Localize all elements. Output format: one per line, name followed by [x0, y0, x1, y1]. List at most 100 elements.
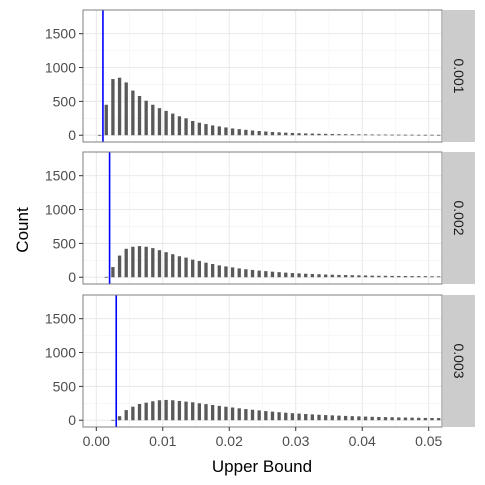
histogram-bar [290, 413, 295, 421]
facet-strip-label: 0.002 [451, 200, 467, 235]
histogram-bar [117, 416, 122, 421]
histogram-bar [244, 129, 248, 136]
histogram-bar [410, 417, 414, 421]
histogram-bar [297, 413, 301, 421]
histogram-bar [250, 269, 255, 278]
y-tick-label: 1500 [45, 168, 76, 184]
histogram-bar [323, 415, 328, 421]
histogram-bar [430, 417, 434, 421]
histogram-bar [131, 406, 135, 421]
histogram-bar [177, 116, 182, 136]
panel-border [82, 294, 443, 428]
histogram-bar [417, 276, 421, 278]
histogram-bar [403, 276, 408, 278]
y-tick-label: 500 [53, 93, 77, 109]
histogram-bar [111, 419, 115, 421]
histogram-bar [264, 411, 268, 421]
histogram-bar [310, 414, 315, 421]
y-tick-label: 1500 [45, 311, 76, 327]
histogram-bar [184, 257, 188, 278]
histogram-bar [317, 274, 321, 278]
histogram-bar [151, 248, 155, 278]
histogram-bar [204, 262, 208, 278]
y-tick-label: 1000 [45, 202, 76, 218]
histogram-bar [144, 100, 148, 136]
histogram-bar [330, 274, 334, 278]
histogram-bar [330, 134, 334, 136]
histogram-bar [191, 121, 195, 136]
histogram-bar [357, 134, 361, 136]
histogram-bar [237, 268, 241, 278]
histogram-bar [217, 126, 221, 136]
histogram-bar [437, 276, 441, 278]
histogram-bar [337, 274, 341, 278]
histogram-bar [370, 275, 374, 278]
histogram-bar [191, 259, 195, 278]
histogram-bar [257, 131, 261, 136]
histogram-bar [124, 82, 128, 136]
histogram-bar [277, 132, 281, 136]
histogram-bar [290, 273, 295, 278]
histogram-bar [390, 275, 394, 278]
histogram-bar [210, 264, 215, 278]
x-axis-title: Upper Bound [212, 457, 312, 476]
histogram-bar [410, 134, 414, 136]
histogram-bar [244, 409, 248, 421]
histogram-bar [363, 416, 368, 421]
histogram-bar [230, 128, 235, 136]
histogram-bar [284, 132, 288, 136]
histogram-bar [423, 134, 428, 136]
histogram-bar [377, 134, 381, 136]
x-tick-label: 0.05 [415, 433, 442, 449]
histogram-bar [403, 417, 408, 421]
histogram-bar [377, 275, 381, 278]
histogram-bar [184, 401, 188, 421]
histogram-bar [111, 79, 115, 136]
x-tick-label: 0.02 [216, 433, 243, 449]
histogram-bar [104, 276, 108, 278]
histogram-bar [131, 90, 135, 136]
histogram-bar [277, 272, 281, 278]
histogram-bar [230, 407, 235, 421]
histogram-bar [437, 134, 441, 136]
histogram-bar [383, 275, 388, 278]
histogram-bar [417, 417, 421, 421]
histogram-bar [363, 134, 368, 136]
histogram-bar [423, 276, 428, 278]
y-tick-label: 500 [53, 378, 77, 394]
histogram-bar [343, 134, 348, 136]
histogram-bar [343, 275, 348, 278]
histogram-bar [197, 122, 202, 136]
histogram-bar [204, 124, 208, 136]
panel-border [82, 9, 443, 143]
histogram-bar [397, 134, 401, 136]
histogram-bar [117, 255, 122, 278]
histogram-bar [264, 131, 268, 136]
histogram-bar [164, 399, 168, 421]
histogram-bar [137, 403, 142, 421]
histogram-bar [284, 412, 288, 421]
histogram-bar [164, 110, 168, 136]
histogram-bar [230, 267, 235, 278]
histogram-bar [310, 133, 315, 136]
histogram-bar [277, 412, 281, 421]
histogram-bar [270, 411, 275, 421]
histogram-bar [310, 273, 315, 278]
histogram-bar [250, 130, 255, 136]
y-tick-label: 0 [68, 269, 76, 285]
facet-panel-0.001: 0 500 1000 1500 0.001 [45, 9, 475, 143]
histogram-bar [264, 271, 268, 278]
histogram-bar [157, 400, 162, 421]
histogram-bar [144, 402, 148, 421]
histogram-bar [403, 134, 408, 136]
histogram-bar [250, 409, 255, 421]
histogram-bar [204, 404, 208, 421]
x-tick-label: 0.00 [83, 433, 110, 449]
histogram-bar [417, 134, 421, 136]
histogram-bar [191, 402, 195, 421]
histogram-bar [290, 132, 295, 136]
histogram-bar [124, 410, 128, 421]
histogram-bar [304, 273, 308, 278]
histogram-bar [217, 405, 221, 421]
histogram-bar [97, 134, 102, 136]
